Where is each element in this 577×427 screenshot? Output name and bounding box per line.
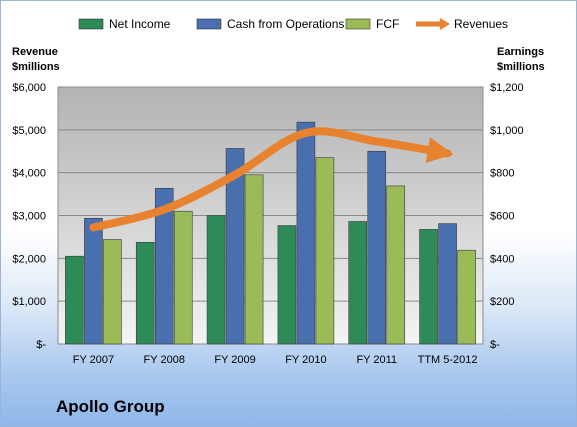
- right-tick-label: $800: [490, 168, 514, 180]
- revenue-arrowhead: [425, 137, 454, 163]
- bar-fcf: [457, 249, 476, 345]
- x-tick-label: FY 2010: [285, 354, 326, 366]
- bars: [65, 121, 476, 345]
- bar-cash-from-operations: [367, 150, 387, 345]
- left-tick-label: $6,000: [12, 82, 46, 94]
- x-axis-ticks: FY 2007 FY 2008 FY 2009 FY 2010 FY 2011 TTM 5…: [73, 354, 478, 366]
- chart-title: Apollo Group: [56, 397, 165, 416]
- x-tick-label: FY 2011: [356, 354, 397, 366]
- left-tick-label: $2,000: [12, 253, 46, 265]
- legend-revenue-arrowhead: [440, 18, 450, 30]
- legend-label: FCF: [376, 17, 399, 31]
- legend-swatch: [78, 18, 104, 30]
- right-axis-title-line1: Earnings: [497, 46, 544, 58]
- right-tick-label: $1,000: [490, 125, 524, 137]
- bar-net-income: [206, 215, 226, 345]
- bar-cash-from-operations: [438, 223, 457, 345]
- left-axis-title-line1: Revenue: [12, 46, 58, 58]
- left-tick-label: $5,000: [12, 125, 46, 137]
- legend-label: Cash from Operations: [227, 17, 344, 31]
- x-tick-label: FY 2008: [144, 354, 185, 366]
- legend-swatch: [345, 18, 371, 30]
- right-tick-label: $200: [490, 296, 514, 308]
- bar-fcf: [173, 210, 193, 345]
- x-tick-label: TTM 5-2012: [418, 354, 478, 366]
- x-tick-label: FY 2009: [214, 354, 255, 366]
- revenue-trend: [89, 127, 454, 232]
- bar-net-income: [65, 255, 84, 345]
- legend-label: Revenues: [454, 17, 508, 31]
- left-tick-label: $4,000: [12, 168, 46, 180]
- left-tick-label: $3,000: [12, 211, 46, 223]
- legend-label: Net Income: [109, 17, 171, 31]
- bar-cash-from-operations: [154, 188, 174, 345]
- bar-cash-from-operations: [225, 148, 245, 345]
- legend-swatch: [196, 18, 222, 30]
- right-tick-label: $600: [490, 211, 514, 223]
- left-axis-ticks: $- $1,000 $2,000 $3,000 $4,000 $5,000 $6,000: [12, 82, 46, 351]
- bar-fcf: [103, 239, 122, 345]
- right-tick-label: $1,200: [490, 82, 524, 94]
- left-tick-label: $1,000: [12, 296, 46, 308]
- bar-cash-from-operations: [296, 121, 316, 345]
- left-tick-label: $-: [36, 339, 46, 351]
- bar-net-income: [348, 221, 368, 345]
- bar-cash-from-operations: [84, 217, 103, 345]
- revenue-trend-line: [89, 127, 452, 232]
- right-tick-label: $400: [490, 253, 514, 265]
- right-tick-label: $-: [490, 339, 500, 351]
- right-axis-title-line2: $millions: [497, 61, 545, 73]
- bar-net-income: [277, 225, 297, 345]
- legend: Net Income Cash from Operations FCF Revenue…: [78, 17, 508, 31]
- bar-fcf: [386, 185, 406, 345]
- right-axis-ticks: $- $200 $400 $600 $800 $1,000 $1,200: [490, 82, 524, 351]
- x-tick-label: FY 2007: [73, 354, 114, 366]
- bar-fcf: [315, 157, 335, 345]
- bar-net-income: [419, 229, 438, 345]
- bar-net-income: [135, 241, 155, 345]
- left-axis-title-line2: $millions: [12, 61, 60, 73]
- bar-fcf: [244, 174, 264, 345]
- gridlines: [58, 129, 483, 302]
